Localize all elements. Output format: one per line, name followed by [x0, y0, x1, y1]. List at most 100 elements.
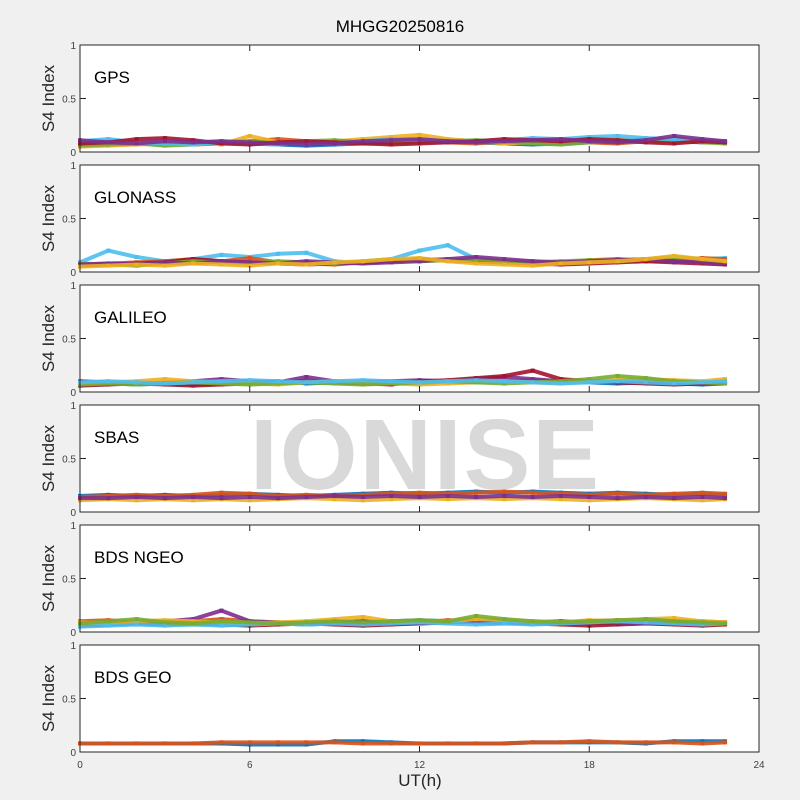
- data-point: [304, 262, 309, 267]
- data-point: [530, 259, 535, 264]
- data-point: [700, 257, 705, 262]
- data-point: [723, 377, 728, 382]
- data-point: [162, 263, 167, 268]
- data-point: [587, 135, 592, 140]
- data-point: [700, 139, 705, 144]
- data-point: [332, 493, 337, 498]
- data-point: [417, 382, 422, 387]
- data-point: [474, 495, 479, 500]
- data-point: [700, 380, 705, 385]
- data-point: [389, 142, 394, 147]
- data-point: [502, 493, 507, 498]
- data-point: [389, 135, 394, 140]
- data-point: [191, 617, 196, 622]
- panel-label: GPS: [94, 68, 130, 87]
- data-point: [276, 379, 281, 384]
- data-point: [530, 490, 535, 495]
- series-band: [79, 489, 726, 500]
- data-point: [191, 498, 196, 503]
- data-point: [474, 261, 479, 266]
- data-point: [672, 137, 677, 142]
- data-point: [643, 257, 648, 262]
- data-point: [723, 621, 728, 626]
- data-point: [474, 376, 479, 381]
- data-point: [106, 137, 111, 142]
- data-point: [304, 250, 309, 255]
- data-point: [247, 140, 252, 145]
- data-point: [558, 379, 563, 384]
- axes-background: [80, 165, 759, 272]
- data-point: [332, 621, 337, 626]
- data-point: [700, 622, 705, 627]
- data-point: [723, 379, 728, 384]
- data-point: [417, 137, 422, 142]
- data-point: [700, 490, 705, 495]
- data-point: [643, 740, 648, 745]
- data-point: [276, 259, 281, 264]
- data-point: [502, 262, 507, 267]
- data-point: [134, 380, 139, 385]
- y-tick-label: 0.5: [62, 335, 76, 346]
- data-point: [587, 260, 592, 265]
- data-point: [587, 137, 592, 142]
- data-point: [558, 137, 563, 142]
- data-point: [332, 497, 337, 502]
- y-tick-label: 1: [70, 41, 76, 52]
- data-point: [445, 491, 450, 496]
- data-point: [332, 619, 337, 624]
- data-point: [474, 490, 479, 495]
- data-point: [445, 493, 450, 498]
- data-point: [389, 491, 394, 496]
- x-tick-label: 0: [77, 760, 83, 771]
- data-point: [502, 741, 507, 746]
- data-point: [389, 257, 394, 262]
- data-point: [502, 257, 507, 262]
- series-band: [80, 493, 726, 501]
- data-point: [219, 377, 224, 382]
- data-point: [502, 141, 507, 146]
- data-point: [474, 617, 479, 622]
- data-point: [162, 741, 167, 746]
- data-point: [162, 381, 167, 386]
- data-point: [700, 137, 705, 142]
- data-point: [389, 621, 394, 626]
- data-point: [445, 619, 450, 624]
- data-point: [502, 139, 507, 144]
- data-point: [474, 619, 479, 624]
- data-point: [360, 495, 365, 500]
- data-point: [276, 496, 281, 501]
- series-band: [79, 253, 726, 269]
- data-point: [445, 379, 450, 384]
- data-point: [247, 740, 252, 745]
- data-point: [360, 615, 365, 620]
- data-point: [389, 741, 394, 746]
- data-point: [389, 497, 394, 502]
- data-point: [247, 256, 252, 261]
- y-axis-label: S4 Index: [39, 64, 58, 132]
- axes-background: [80, 285, 759, 392]
- data-point: [389, 379, 394, 384]
- data-point: [723, 139, 728, 144]
- figure-title: MHGG20250816: [335, 17, 465, 36]
- data-point: [191, 142, 196, 147]
- data-point: [106, 261, 111, 266]
- data-point: [474, 378, 479, 383]
- data-point: [587, 380, 592, 385]
- data-point: [587, 619, 592, 624]
- data-point: [360, 137, 365, 142]
- y-tick-label: 1: [70, 281, 76, 292]
- data-point: [219, 379, 224, 384]
- data-point: [219, 262, 224, 267]
- data-point: [247, 620, 252, 625]
- data-point: [530, 619, 535, 624]
- data-point: [417, 248, 422, 253]
- data-point: [445, 139, 450, 144]
- data-point: [474, 613, 479, 618]
- data-point: [360, 261, 365, 266]
- data-point: [615, 618, 620, 623]
- data-point: [530, 495, 535, 500]
- y-tick-label: 0: [70, 268, 76, 279]
- data-point: [332, 260, 337, 265]
- data-point: [615, 491, 620, 496]
